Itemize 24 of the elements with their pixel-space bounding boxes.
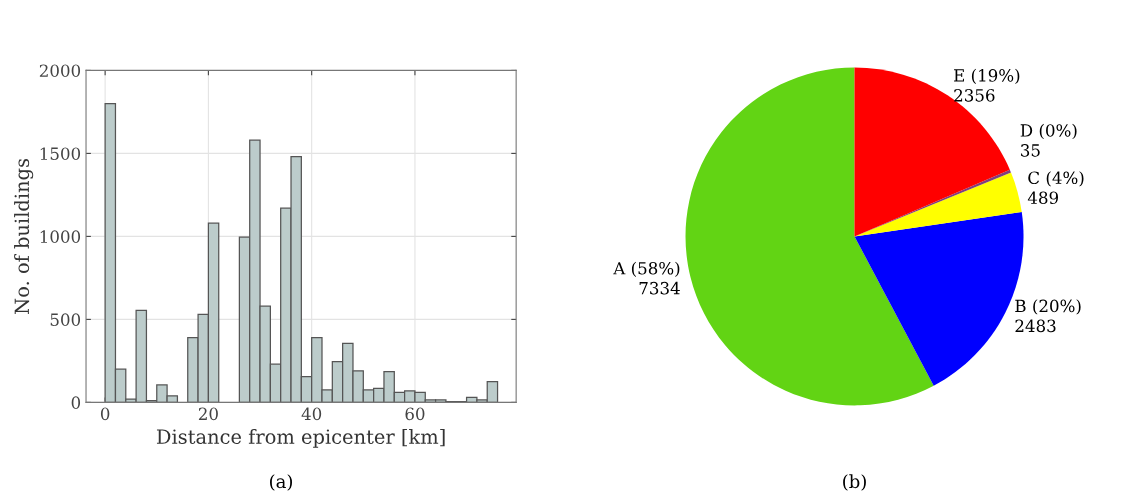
slice-label: C (4%) — [1028, 171, 1084, 187]
x-tick-label: 40 — [301, 407, 322, 421]
slice-label: E (19%) — [954, 68, 1020, 85]
y-tick-label: 2000 — [39, 64, 81, 77]
slice-label: B (20%) — [1015, 299, 1081, 315]
y-tick-label: 500 — [50, 313, 81, 326]
data-label: 489 — [1027, 191, 1059, 205]
y-tick-label: 0 — [71, 396, 81, 409]
x-tick-label: 0 — [100, 407, 110, 421]
pie-slice — [685, 67, 934, 406]
x-axis-title: Distance from epicenter [km] — [156, 428, 445, 448]
y-tick-label: 1500 — [40, 147, 81, 160]
y-axis-title: No. of buildings — [14, 158, 34, 314]
text: (a) — [270, 474, 293, 491]
y-tick-label: 1000 — [40, 230, 81, 243]
data-label: 7334 — [639, 281, 680, 295]
slice-label: D (0%) — [1020, 123, 1077, 140]
slice-label: A (58%) — [613, 261, 680, 277]
data-label: 2483 — [1015, 319, 1056, 333]
x-tick-label: 60 — [405, 407, 425, 421]
data-label: 2356 — [954, 89, 995, 102]
data-label: 35 — [1021, 144, 1040, 157]
text: (b) — [843, 474, 866, 491]
x-tick-label: 20 — [198, 407, 218, 421]
